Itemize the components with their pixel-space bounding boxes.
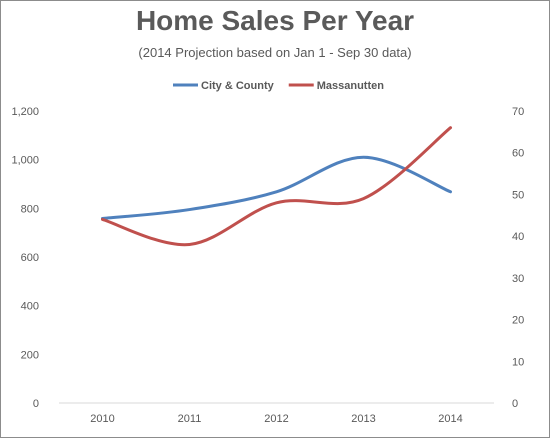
- x-tick-label: 2013: [351, 413, 375, 425]
- legend-label-city-county: City & County: [201, 80, 275, 92]
- y-right-tick-label: 40: [512, 231, 524, 243]
- chart-title: Home Sales Per Year: [135, 5, 415, 36]
- x-tick-label: 2014: [438, 413, 462, 425]
- y-right-tick-label: 10: [512, 356, 524, 368]
- y-right-tick-label: 50: [512, 189, 524, 201]
- chart-subtitle: (2014 Projection based on Jan 1 - Sep 30…: [138, 45, 412, 60]
- x-tick-label: 2010: [90, 413, 114, 425]
- x-tick-label: 2011: [178, 413, 202, 425]
- legend-label-massanutten: Massanutten: [317, 80, 385, 92]
- y-right-tick-label: 20: [512, 315, 524, 327]
- y-left-tick-label: 200: [21, 349, 39, 361]
- y-right-tick-label: 70: [512, 106, 524, 118]
- y-right-tick-label: 0: [512, 398, 518, 410]
- y-left-tick-label: 400: [21, 301, 39, 313]
- series-line-city-county: [101, 155, 452, 221]
- y-right-tick-label: 60: [512, 148, 524, 160]
- y-left-tick-label: 600: [21, 252, 39, 264]
- x-tick-label: 2012: [264, 413, 288, 425]
- y-left-tick-label: 1,200: [11, 106, 39, 118]
- y-left-tick-label: 1,000: [11, 155, 39, 167]
- y-left-tick-label: 0: [33, 398, 39, 410]
- y-left-tick-label: 800: [21, 203, 39, 215]
- series-line-massanutten: [101, 126, 452, 247]
- y-right-tick-label: 30: [512, 273, 524, 285]
